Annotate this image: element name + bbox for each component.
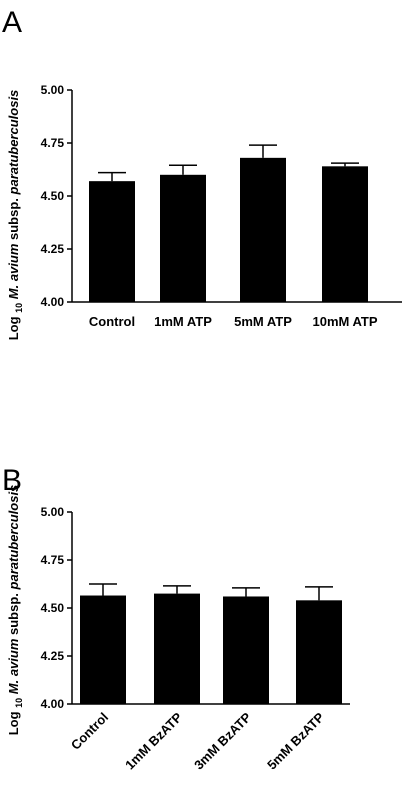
x-tick-label: 3mM BzATP	[191, 709, 254, 772]
x-tick-label: 5mM BzATP	[264, 709, 327, 772]
y-tick-label: 4.00	[41, 295, 65, 309]
panel-letter: B	[2, 464, 22, 497]
y-tick-label: 5.00	[41, 83, 65, 97]
panel-a: A 4.00 4.25 4.50 4.75 5.00 Control 1mM ATP 5mM A…	[2, 6, 402, 340]
bar	[89, 181, 135, 302]
y-axis-label: Log 10 M. avium subsp. paratuberculosis	[6, 485, 24, 736]
x-tick-label: 1mM BzATP	[122, 709, 185, 772]
y-tick-label: 4.50	[41, 189, 65, 203]
x-tick-label: 1mM ATP	[154, 314, 212, 329]
bar	[160, 174, 206, 302]
y-tick-label: 4.50	[41, 601, 65, 615]
x-tick-label: Control	[89, 314, 135, 329]
bar	[223, 596, 269, 704]
y-tick-label: 5.00	[41, 505, 65, 519]
y-tick-label: 4.75	[41, 553, 65, 567]
y-tick-label: 4.25	[41, 649, 65, 663]
bar	[322, 166, 368, 302]
y-axis-label: Log 10 M. avium subsp. paratuberculosis	[6, 90, 24, 341]
bar	[154, 593, 200, 704]
x-tick-label: 5mM ATP	[234, 314, 292, 329]
bar	[240, 157, 286, 302]
x-tick-label: 10mM ATP	[312, 314, 377, 329]
bar	[296, 600, 342, 704]
panel-letter: A	[2, 6, 22, 39]
x-tick-label: Control	[68, 710, 111, 753]
y-tick-label: 4.25	[41, 242, 65, 256]
y-tick-label: 4.00	[41, 697, 65, 711]
panel-b: B 4.00 4.25 4.50 4.75 5.00 Control 1mM BzATP 3mM…	[2, 464, 350, 773]
bar	[80, 595, 126, 704]
y-tick-label: 4.75	[41, 136, 65, 150]
